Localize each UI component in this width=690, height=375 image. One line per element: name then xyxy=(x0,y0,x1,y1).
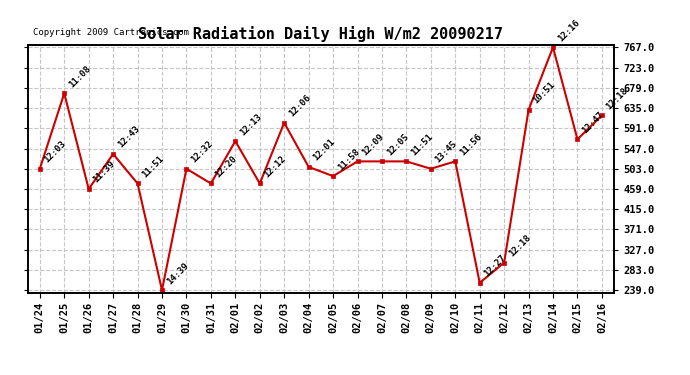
Text: 13:45: 13:45 xyxy=(433,139,459,165)
Text: Copyright 2009 Cartronics.com: Copyright 2009 Cartronics.com xyxy=(34,28,189,37)
Text: 12:16: 12:16 xyxy=(555,18,581,43)
Text: 12:13: 12:13 xyxy=(238,112,264,137)
Text: 12:27: 12:27 xyxy=(482,253,508,279)
Text: 12:43: 12:43 xyxy=(116,124,141,150)
Text: 12:18: 12:18 xyxy=(507,233,532,258)
Text: 12:01: 12:01 xyxy=(311,137,337,163)
Text: 12:06: 12:06 xyxy=(287,93,313,118)
Text: 12:47: 12:47 xyxy=(580,110,606,135)
Text: 11:56: 11:56 xyxy=(458,132,484,157)
Text: 12:12: 12:12 xyxy=(262,154,288,179)
Text: 11:58: 11:58 xyxy=(336,147,361,172)
Text: 11:39: 11:39 xyxy=(92,159,117,185)
Text: 10:51: 10:51 xyxy=(531,80,557,106)
Text: 12:03: 12:03 xyxy=(43,139,68,165)
Text: 12:20: 12:20 xyxy=(214,154,239,179)
Text: 12:05: 12:05 xyxy=(385,132,410,157)
Text: 12:09: 12:09 xyxy=(360,132,386,157)
Text: 12:18: 12:18 xyxy=(604,86,630,111)
Text: 11:08: 11:08 xyxy=(67,64,92,89)
Text: 12:32: 12:32 xyxy=(189,139,215,165)
Title: Solar Radiation Daily High W/m2 20090217: Solar Radiation Daily High W/m2 20090217 xyxy=(139,27,503,42)
Text: 11:51: 11:51 xyxy=(409,132,435,157)
Text: 14:39: 14:39 xyxy=(165,261,190,286)
Text: 11:51: 11:51 xyxy=(140,154,166,179)
